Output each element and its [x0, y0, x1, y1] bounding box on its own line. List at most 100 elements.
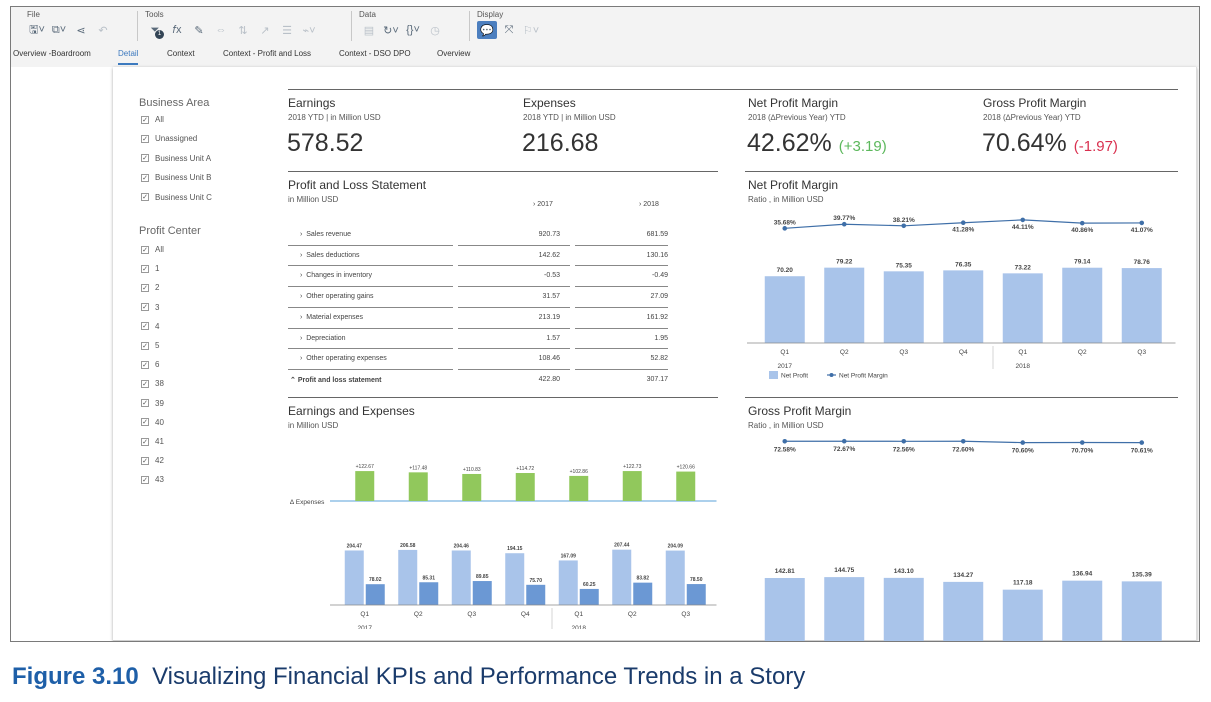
checkbox-icon[interactable]: ✓	[141, 456, 149, 465]
profit-center-item[interactable]: ✓ 2	[141, 283, 159, 292]
checkbox-icon[interactable]: ✓	[141, 134, 149, 143]
bar	[344, 550, 364, 605]
checkbox-icon[interactable]: ✓	[141, 303, 149, 312]
profit-center-item[interactable]: ✓ 3	[141, 303, 159, 312]
bar-data-label: 70.20	[777, 267, 794, 274]
delta-data-label: +102.86	[570, 469, 588, 475]
profit-center-item[interactable]: ✓ 5	[141, 341, 159, 350]
swap-icon[interactable]: ⇔	[215, 24, 227, 36]
row-label-text: Depreciation	[306, 334, 346, 342]
pl-col-2017[interactable]: › 2017	[533, 201, 553, 208]
bar-data-label: 194.15	[507, 546, 523, 552]
table-row[interactable]: › Other operating expenses 108.46 52.82	[288, 349, 668, 370]
line-point	[901, 438, 907, 444]
checkbox-icon[interactable]: ✓	[141, 475, 149, 484]
checkbox-icon[interactable]: ✓	[141, 322, 149, 331]
total-2017: 422.80	[538, 375, 560, 383]
tab-context-profit-loss[interactable]: Context - Profit and Loss	[223, 49, 312, 58]
checkbox-icon[interactable]: ✓	[141, 283, 149, 292]
checkbox-icon[interactable]: ✓	[141, 264, 149, 273]
cell-2018: 27.09	[650, 293, 668, 301]
tab-context-dso-dpo[interactable]: Context - DSO DPO	[339, 49, 411, 58]
figure-text: Visualizing Financial KPIs and Performan…	[152, 663, 806, 690]
business-area-item[interactable]: ✓ Unassigned	[141, 134, 197, 143]
business-area-item[interactable]: ✓ Business Unit A	[141, 154, 211, 163]
trend-icon[interactable]: ↗	[260, 24, 270, 37]
checkbox-icon[interactable]: ✓	[141, 399, 149, 408]
bookmark-icon[interactable]: ⚐˅	[522, 24, 540, 37]
business-area-item[interactable]: ✓ Business Unit C	[141, 193, 212, 202]
line-point	[1079, 220, 1085, 226]
tab-context[interactable]: Context	[167, 49, 195, 58]
chart-icon[interactable]: ⌁˅	[302, 24, 316, 37]
table-row[interactable]: › Other operating gains 31.57 27.09	[288, 287, 668, 308]
variable-icon[interactable]: {}˅	[406, 24, 420, 36]
checkbox-icon[interactable]: ✓	[141, 173, 149, 182]
rank-icon[interactable]: ☰	[282, 24, 292, 37]
edit-icon[interactable]: ✎	[194, 24, 204, 37]
save-icon[interactable]: 🖫˅	[29, 23, 45, 36]
checkbox-icon[interactable]: ✓	[141, 154, 149, 163]
story-page: Business Area ✓ All ✓ Unassigned ✓ Business U…	[113, 67, 1197, 641]
profit-center-item[interactable]: ✓ 43	[141, 475, 164, 484]
bar-data-label: 60.25	[583, 582, 596, 588]
checkbox-icon[interactable]: ✓	[141, 245, 149, 254]
checkbox-icon[interactable]: ✓	[141, 115, 149, 124]
bar-data-label: 85.31	[422, 575, 435, 581]
undo-icon[interactable]: ↶	[98, 24, 108, 37]
tab-overview-boardroom[interactable]: Overview -Boardroom	[13, 49, 91, 58]
comment-icon[interactable]: 💬	[477, 21, 497, 39]
row-divider	[575, 286, 668, 288]
line-data-label: 44.11%	[1012, 224, 1034, 231]
delta-axis-label: ∆ Expenses	[290, 499, 325, 506]
checkbox-icon[interactable]: ✓	[141, 379, 149, 388]
line-data-label: 39.77%	[833, 215, 855, 222]
line-point	[960, 220, 966, 226]
table-row[interactable]: › Changes in inventory -0.53 -0.49	[288, 266, 668, 287]
checkbox-icon[interactable]: ✓	[141, 437, 149, 446]
share-icon[interactable]: ⋖	[76, 24, 86, 37]
net-profit-margin-title: Net Profit Margin	[748, 96, 839, 110]
profit-center-label: 6	[155, 360, 160, 370]
profit-center-item[interactable]: ✓ 39	[141, 399, 164, 408]
pl-subtitle: in Million USD	[288, 195, 339, 204]
sort-icon[interactable]: ⇅	[238, 24, 248, 37]
business-area-item[interactable]: ✓ All	[141, 115, 164, 124]
profit-center-item[interactable]: ✓ 40	[141, 418, 164, 427]
checkbox-icon[interactable]: ✓	[141, 418, 149, 427]
profit-center-item[interactable]: ✓ 42	[141, 456, 164, 465]
checkbox-icon[interactable]: ✓	[141, 193, 149, 202]
pl-col-2017-label: 2017	[537, 201, 553, 208]
profit-center-item[interactable]: ✓ 41	[141, 437, 164, 446]
cell-2017: 920.73	[538, 231, 560, 238]
cell-2018: 130.16	[646, 251, 668, 259]
profit-center-item[interactable]: ✓ 38	[141, 379, 164, 388]
checkbox-icon[interactable]: ✓	[141, 360, 149, 369]
table-row[interactable]: › Sales revenue 920.73 681.59	[288, 225, 668, 246]
table-row[interactable]: › Sales deductions 142.62 130.16	[288, 246, 668, 267]
data-icon[interactable]: ▤	[363, 24, 375, 37]
table-row[interactable]: › Material expenses 213.19 161.92	[288, 308, 668, 329]
row-divider	[288, 265, 453, 267]
pl-col-2018[interactable]: › 2018	[639, 201, 659, 208]
tab-detail[interactable]: Detail	[118, 47, 139, 65]
copy-icon[interactable]: ⧉˅	[51, 23, 67, 36]
refresh-icon[interactable]: ↻˅	[383, 24, 399, 37]
tab-overview[interactable]: Overview	[437, 49, 471, 58]
file-group-label: File	[27, 10, 40, 19]
business-area-item[interactable]: ✓ Business Unit B	[141, 173, 211, 182]
history-icon[interactable]: ◷	[430, 24, 440, 37]
legend-marker	[829, 373, 834, 377]
gpm-chart-title: Gross Profit Margin	[748, 404, 852, 418]
profit-center-item[interactable]: ✓ 4	[141, 322, 159, 331]
profit-center-item[interactable]: ✓ All	[141, 245, 164, 254]
profit-center-item[interactable]: ✓ 6	[141, 360, 159, 369]
checkbox-icon[interactable]: ✓	[141, 341, 149, 350]
table-total-row[interactable]: ⌃ Profit and loss statement 422.80 307.17	[288, 370, 668, 391]
filter-icon[interactable]: ⏷ 1	[145, 21, 165, 39]
fullscreen-icon[interactable]: ⤧	[504, 23, 514, 36]
bar	[943, 581, 984, 641]
formula-icon[interactable]: 𝑓x	[172, 23, 182, 36]
profit-center-item[interactable]: ✓ 1	[141, 264, 159, 273]
table-row[interactable]: › Depreciation 1.57 1.95	[288, 329, 668, 350]
